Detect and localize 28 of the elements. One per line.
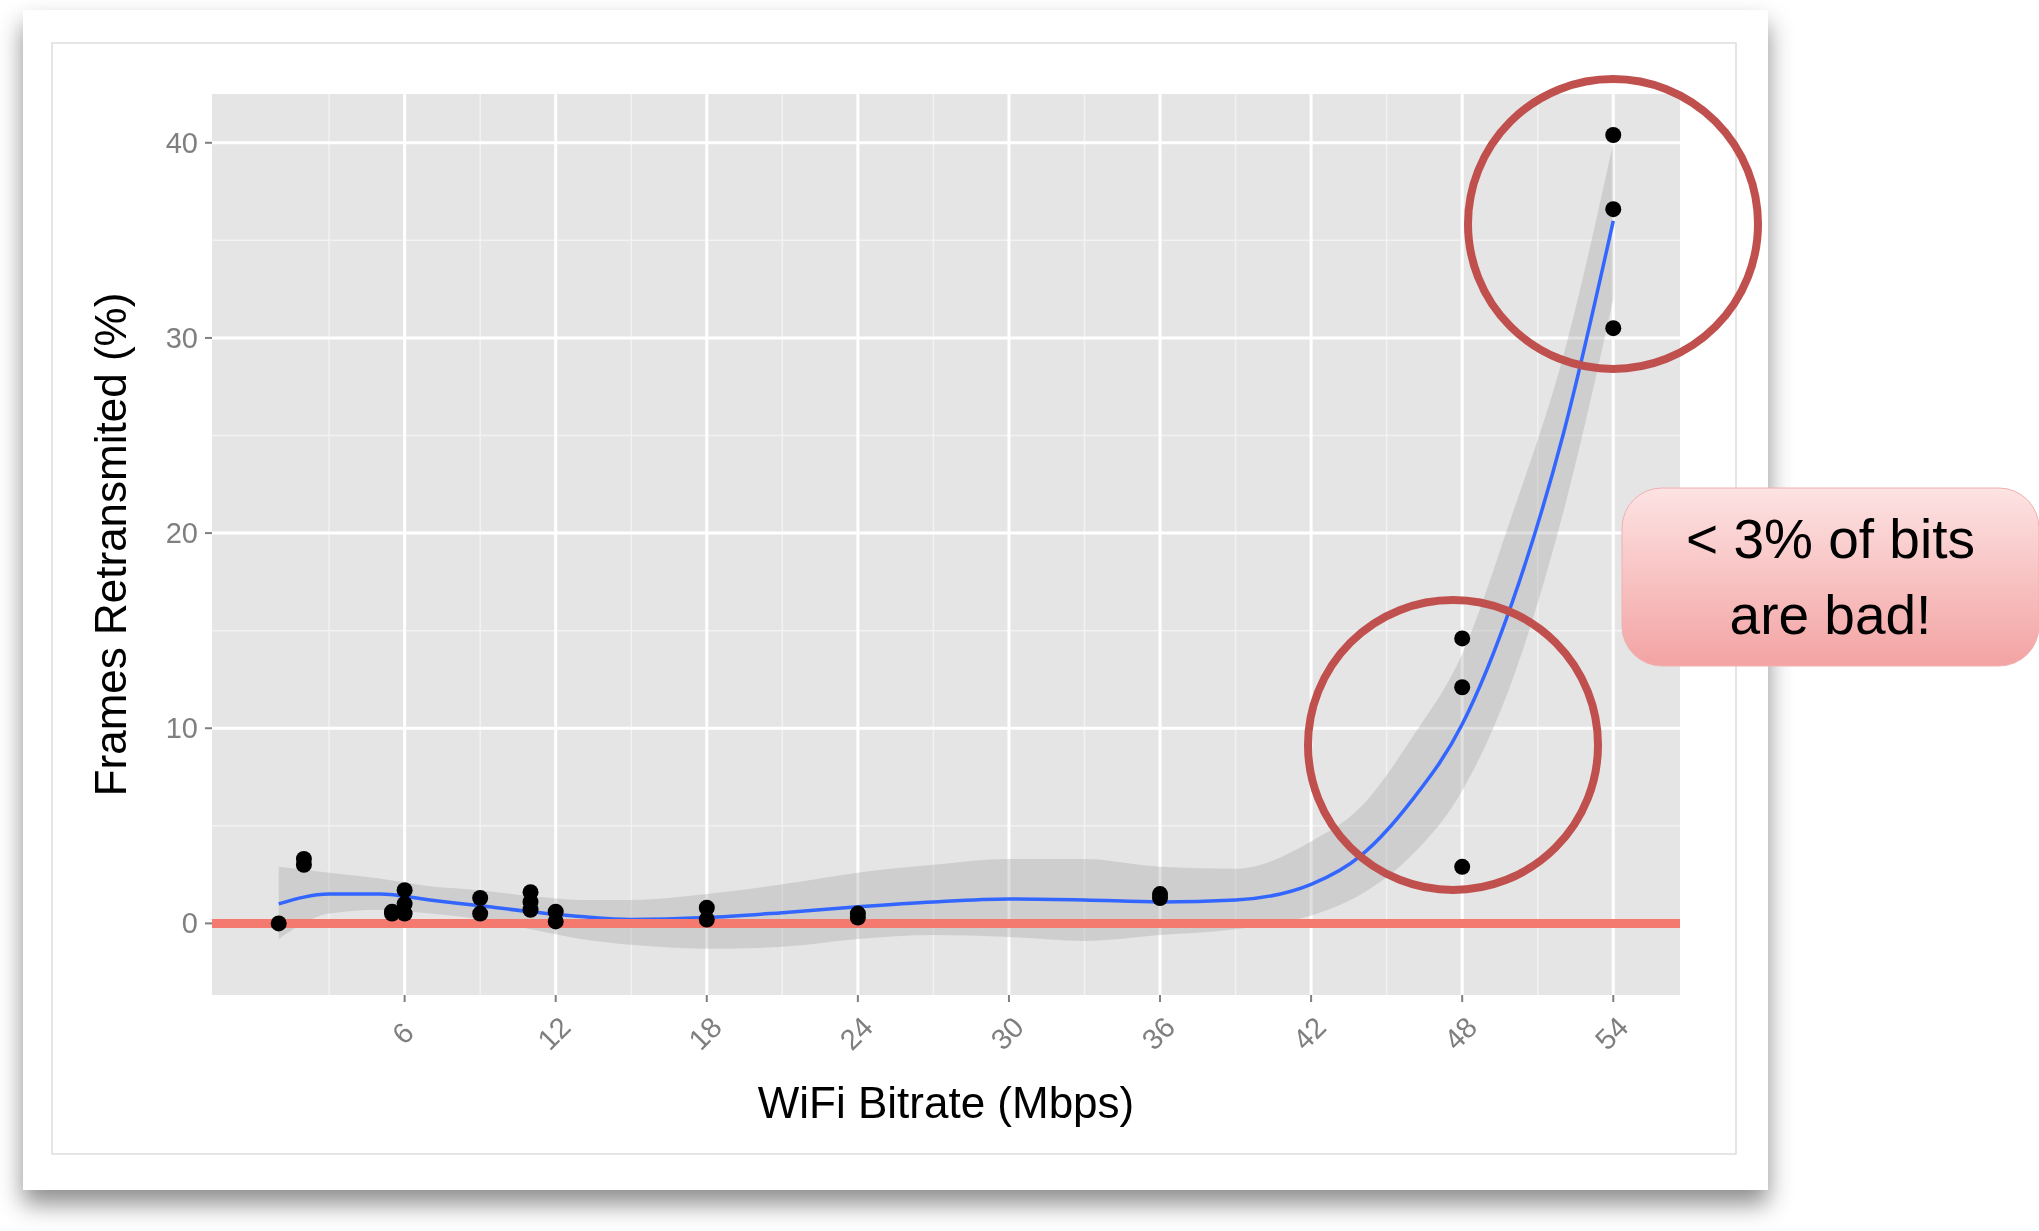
x-tick-label: 42: [1286, 1010, 1333, 1057]
x-tick-label: 6: [385, 1016, 420, 1051]
point: [1454, 630, 1471, 647]
point: [1605, 127, 1622, 143]
y-tick-label: 40: [165, 126, 198, 159]
y-axis-title: Frames Retransmited (%): [86, 292, 135, 797]
x-tick-label: 18: [682, 1010, 728, 1057]
x-tick-label: 30: [984, 1010, 1031, 1057]
x-tick-label: 24: [833, 1010, 879, 1057]
text: < 3% of bits are bad!: [1685, 507, 1976, 648]
point: [698, 899, 715, 916]
point: [270, 915, 287, 932]
x-tick-label: 48: [1437, 1010, 1484, 1057]
y-tick-label: 30: [165, 321, 198, 354]
x-tick-label: 36: [1135, 1010, 1182, 1057]
x-axis-title: WiFi Bitrate (Mbps): [757, 1078, 1135, 1127]
point: [1605, 201, 1622, 218]
point: [1605, 320, 1622, 337]
y-tick-label: 10: [165, 712, 198, 745]
point: [396, 882, 413, 899]
point: [1454, 679, 1471, 696]
y-tick-label: 20: [165, 517, 198, 550]
y-tick-label: 0: [181, 907, 198, 940]
point: [472, 890, 489, 906]
x-tick-label: 54: [1588, 1010, 1635, 1057]
x-tick-label: 12: [531, 1010, 577, 1057]
point: [472, 905, 489, 922]
point: [1454, 858, 1471, 875]
